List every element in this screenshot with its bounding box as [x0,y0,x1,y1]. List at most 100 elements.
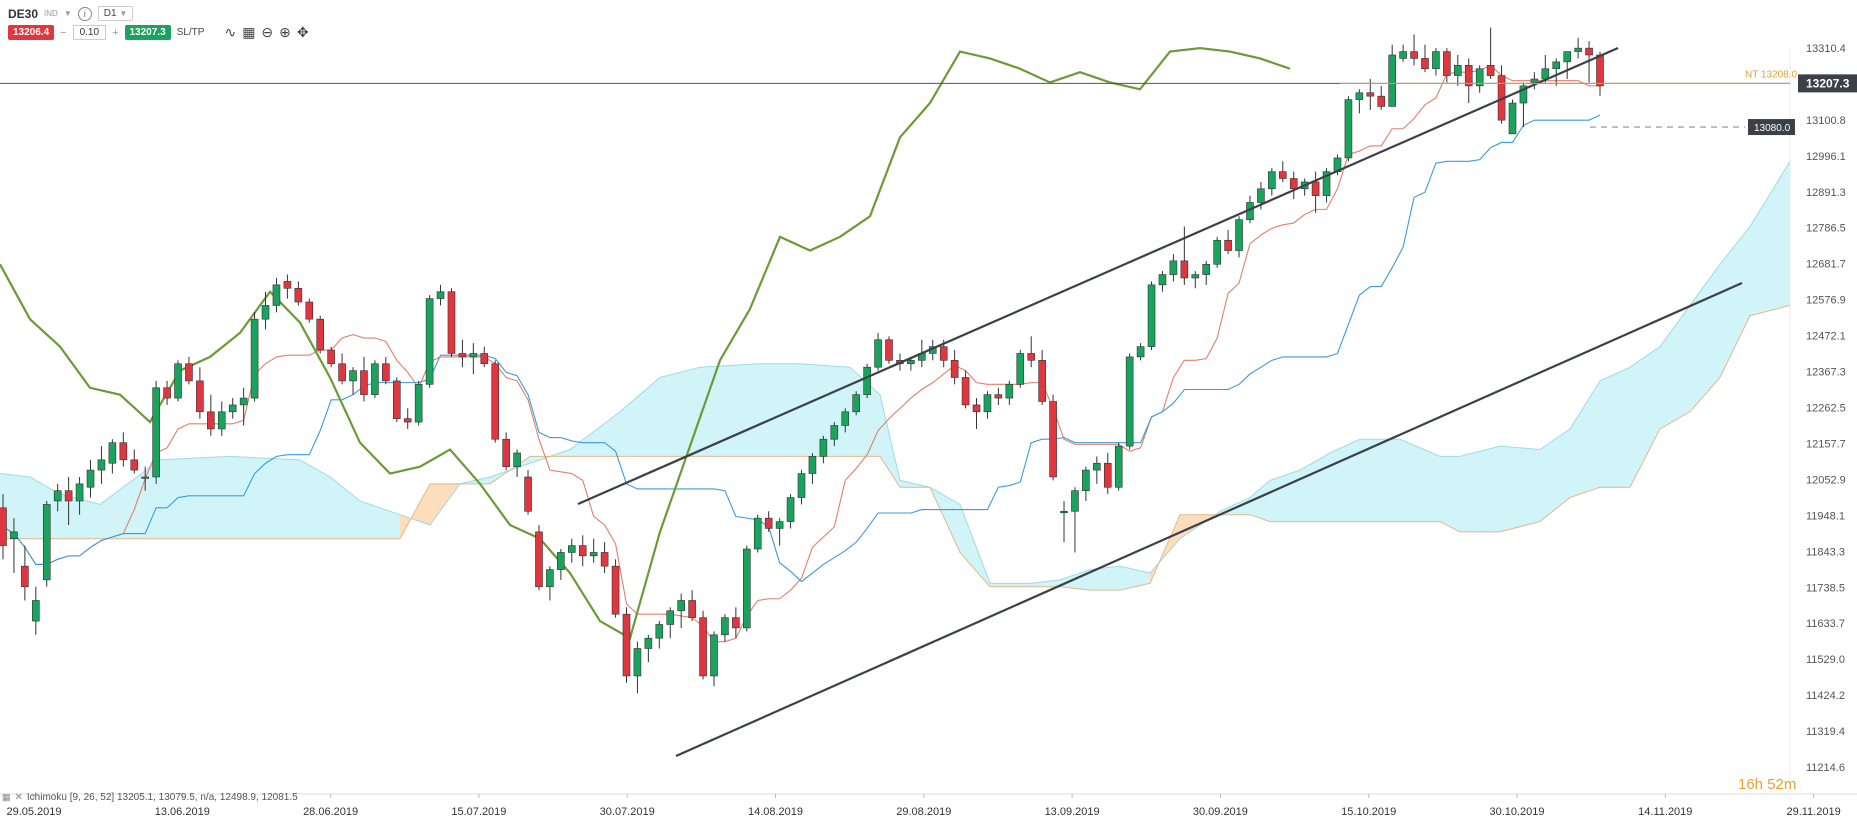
kumo-bullish-segment [1250,480,1270,522]
kumo-bullish-segment [100,459,160,539]
bearish-candle-body [1464,64,1473,87]
candle [163,380,171,405]
bullish-candle-body [1071,490,1079,512]
candle [1464,58,1473,104]
candle [141,466,149,491]
bearish-candle-body [360,370,368,395]
candle [425,295,434,388]
bullish-candle-body [589,552,598,557]
candle [983,391,992,419]
bullish-candle-body [1268,171,1276,190]
symbol-row: DE30 IND ▼ i D1 ▼ [8,6,134,21]
bearish-candle-body [21,565,29,588]
candles [0,27,1604,694]
indicators-icon[interactable]: ▦ [242,24,256,40]
bullish-candle-body [907,360,915,365]
candle [1224,229,1232,254]
symbol-label[interactable]: DE30 [8,6,39,21]
candle [261,291,270,330]
kumo-bullish-segment [570,411,620,457]
timeframe-label: D1 [103,8,117,19]
volume-input[interactable]: 0.10 [72,25,107,40]
bullish-candle-body [217,411,226,430]
date-tick-label: 30.07.2019 [600,806,655,818]
candle [316,315,325,354]
candle [447,288,456,357]
bullish-candle-body [1082,469,1090,491]
indicator-settings-icon[interactable]: ▦ [2,792,11,802]
candle [1355,89,1364,114]
bearish-candle-body [950,360,959,378]
candle [1377,85,1386,110]
kumo-bullish-segment [1300,452,1330,522]
bullish-candle-body [1016,353,1025,385]
bullish-candle-body [1257,188,1265,203]
indicator-remove-icon[interactable]: ✕ [14,792,23,803]
bullish-candle-body [53,490,62,502]
bearish-candle-body [699,617,707,677]
buy-button[interactable]: 13207.3 [124,25,171,40]
bullish-candle-body [152,387,160,478]
candle [535,525,543,591]
bullish-candle-body [655,624,664,639]
zoom-in-icon[interactable]: ⊕ [279,24,291,40]
candle [1508,99,1517,135]
bearish-candle-body [1421,58,1429,70]
zoom-out-icon[interactable]: ⊖ [261,24,274,40]
candle [75,476,84,515]
bullish-candle-body [983,394,992,413]
bullish-candle-body [1454,64,1462,76]
bullish-candle-body [1541,68,1550,80]
bullish-candle-body [1125,356,1134,447]
bullish-candle-body [86,469,95,488]
increase-volume-button[interactable]: + [112,26,119,39]
chikou-span-line [0,47,1291,640]
candle [1169,253,1178,282]
bullish-candle-body [75,483,84,502]
crosshair-icon[interactable]: ✥ [296,24,309,40]
bullish-candle-body [841,411,850,426]
channel-upper-trendline[interactable] [577,46,1619,506]
bullish-candle-body [108,442,117,464]
kumo-bearish-segment [1180,511,1220,539]
candle [0,494,7,560]
bearish-candle-body [1278,171,1287,179]
candle [64,476,73,526]
kumo-bullish-segment [1540,428,1570,522]
timeframe-select[interactable]: D1 ▼ [97,6,134,21]
price-tick-label: 12786.5 [1806,223,1846,235]
senkou-span-b-line [0,304,1791,591]
price-tick-label: 12472.1 [1806,331,1846,343]
symbol-dropdown-icon[interactable]: ▼ [63,9,72,18]
sell-button[interactable]: 13206.4 [8,25,55,40]
indicator-legend[interactable]: ▦ ✕ Ichimoku [9, 26, 52] 13205.1, 13079.… [2,792,298,803]
candle [1322,168,1331,203]
bullish-candle-body [1388,54,1396,107]
candle [1563,51,1571,80]
channel-lower-trendline[interactable] [675,281,1743,758]
bullish-candle-body [819,438,828,457]
info-icon[interactable]: i [77,6,92,21]
ichimoku-lines [0,47,1601,643]
price-overlays: NT 13208.0 13207.3 13080.0 [0,69,1857,136]
kumo-bullish-segment [1600,367,1630,488]
line-chart-icon[interactable]: ∿ [224,24,237,40]
date-tick-label: 15.10.2019 [1341,806,1396,818]
candle [1114,442,1123,491]
candle [863,363,871,399]
kumo-bullish-segment [1440,456,1460,532]
kumo-bullish-segment [1120,566,1150,591]
price-tick-label: 12891.3 [1806,187,1846,199]
trend-channel[interactable] [577,46,1743,758]
sltp-button[interactable]: SL/TP [176,27,205,38]
candle [578,535,587,567]
candle [1552,58,1561,86]
bearish-candle-body [622,613,631,677]
candle [207,394,215,436]
price-tick-label: 12681.7 [1806,259,1846,271]
candle [1289,171,1298,200]
bullish-candle-body [1114,445,1123,488]
decrease-volume-button[interactable]: − [60,26,67,39]
kumo-bullish-segment [700,363,760,457]
